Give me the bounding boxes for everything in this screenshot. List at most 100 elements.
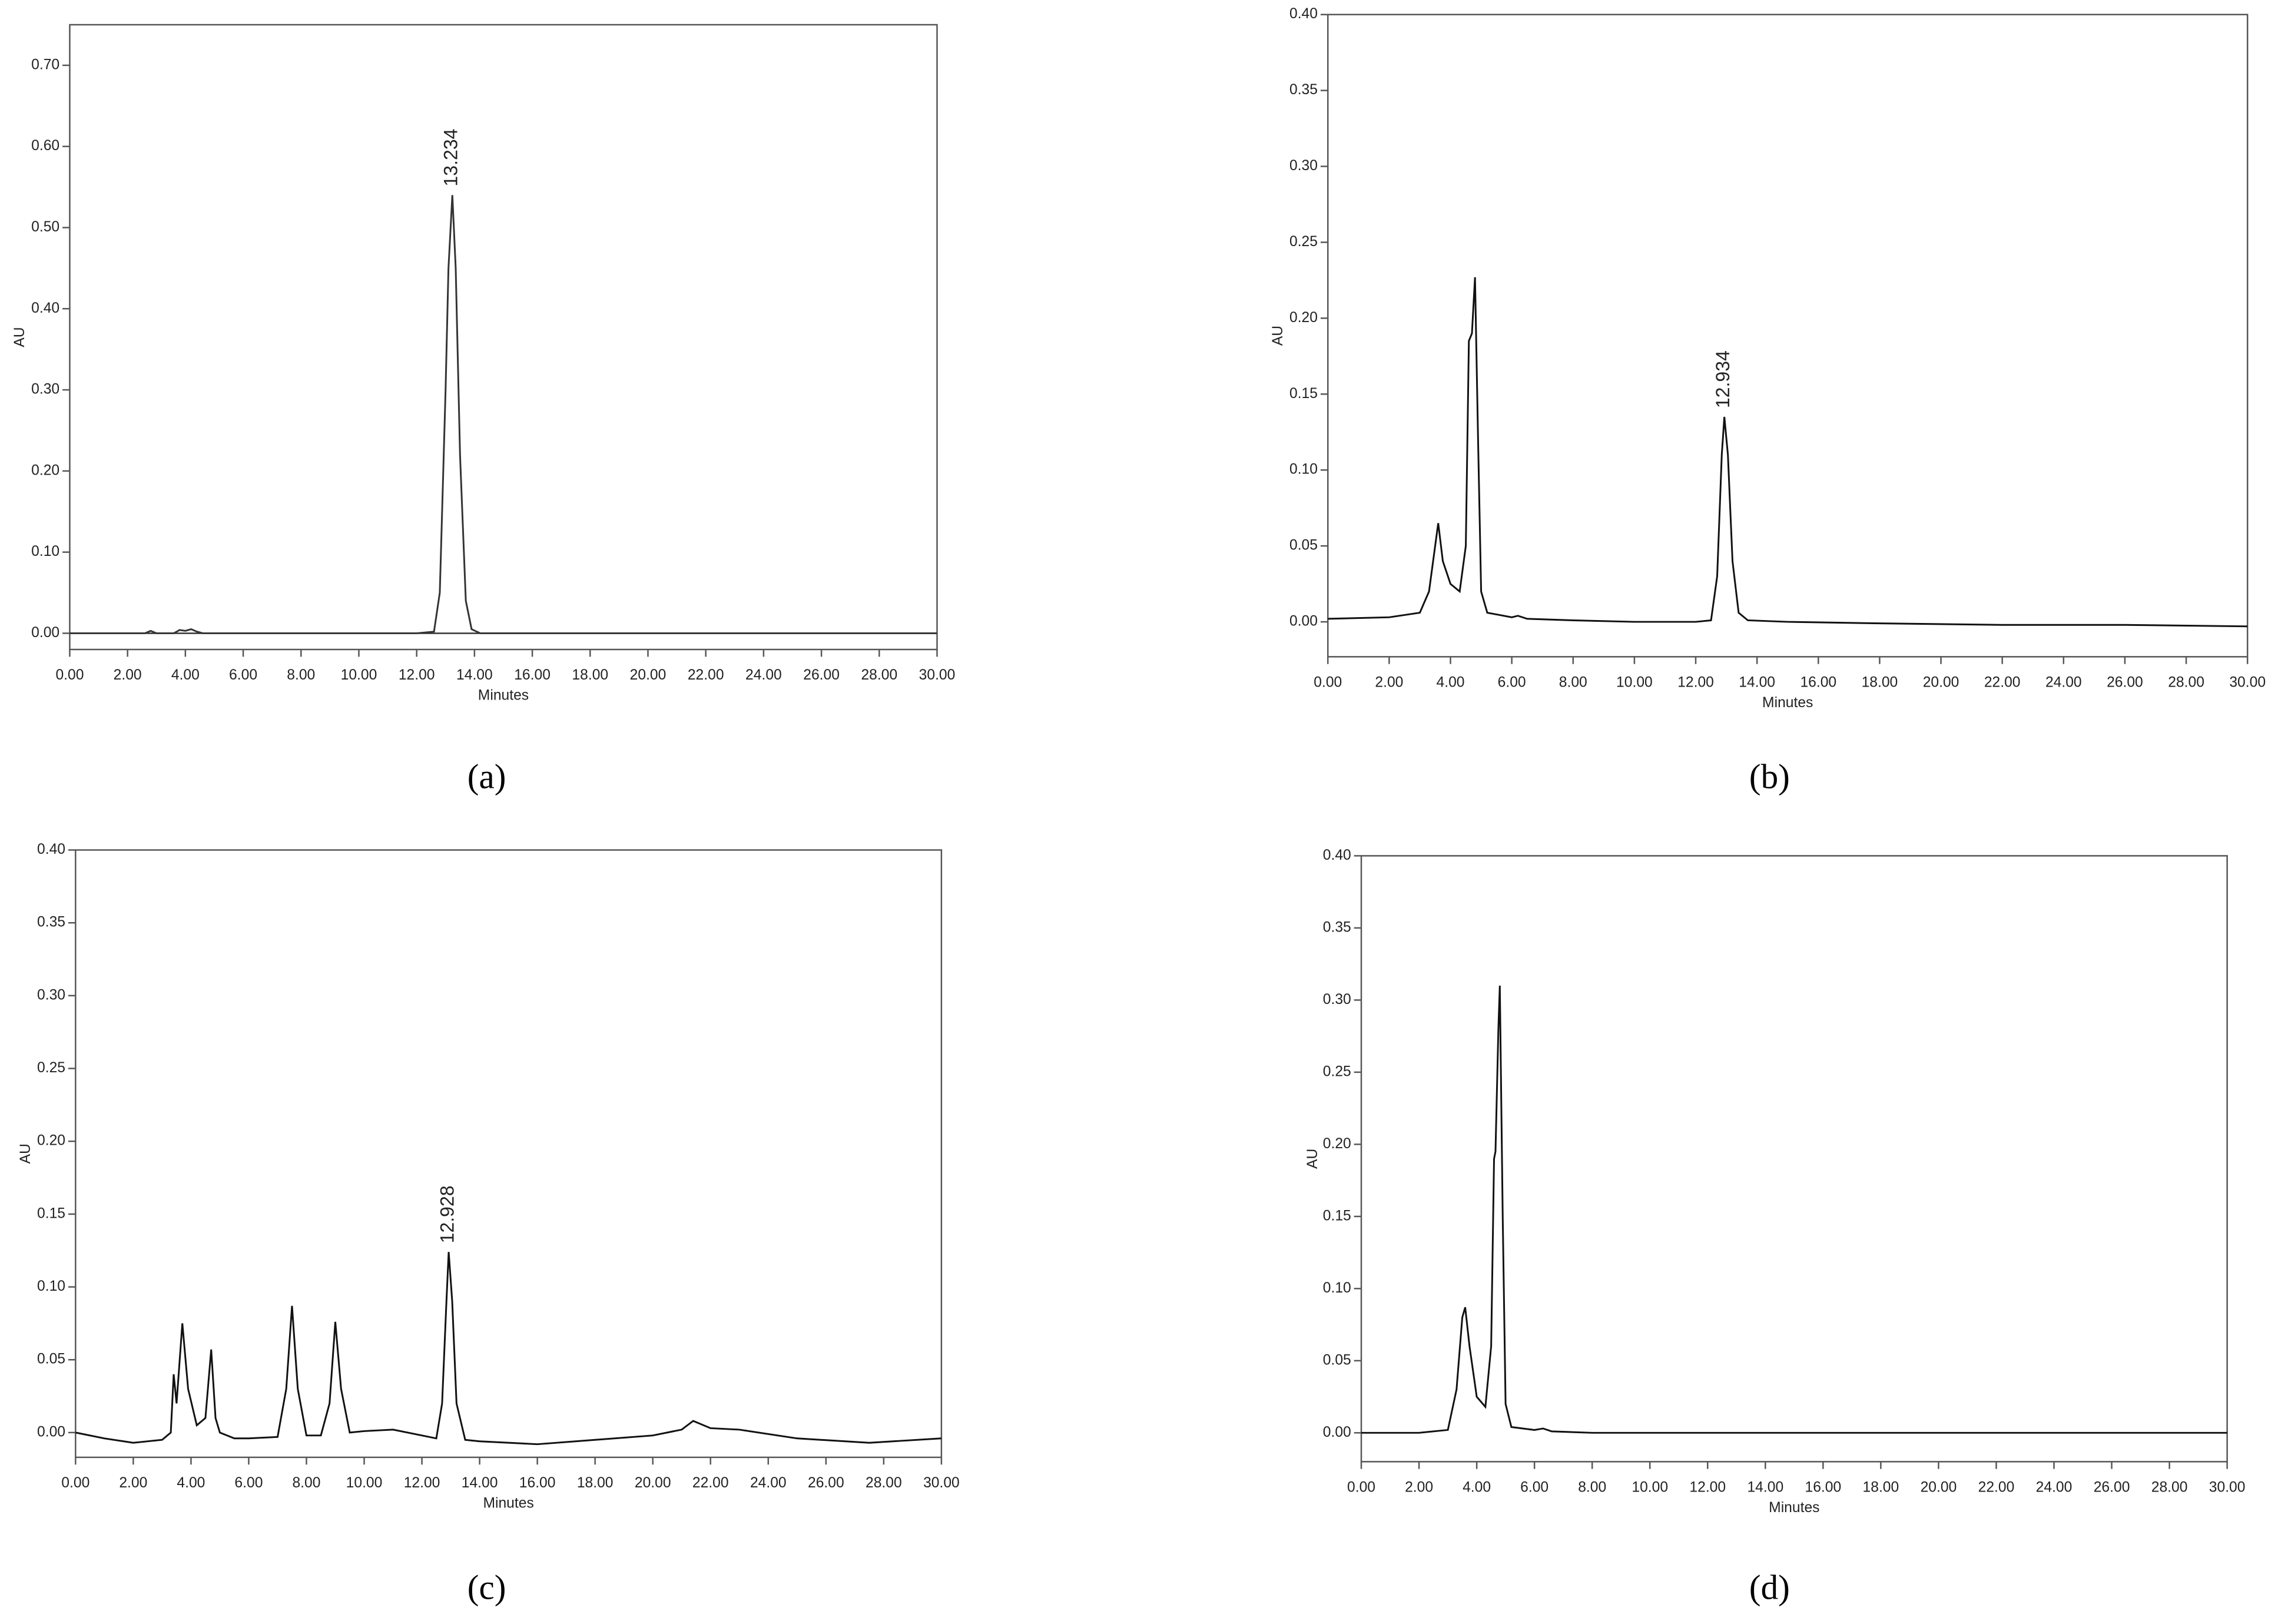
x-tick-label: 10.00 [1632,1479,1668,1495]
y-tick-label: 0.15 [37,1205,65,1221]
x-tick-label: 4.00 [177,1475,205,1491]
x-tick-label: 12.00 [1689,1479,1726,1495]
y-tick-label: 0.10 [31,543,59,559]
y-tick-label: 0.40 [1289,6,1318,22]
y-tick-label: 0.35 [1323,919,1351,935]
panel-label: (c) [467,1568,506,1607]
x-tick-label: 0.00 [61,1475,89,1491]
peak-label: 12.934 [1712,350,1733,408]
x-tick-label: 10.00 [1616,674,1653,690]
chromatogram-line [75,1252,942,1446]
plot-frame [1327,14,2249,658]
x-axis-label: Minutes [478,687,529,703]
y-tick-label: 0.25 [1289,234,1318,250]
x-tick-label: 30.00 [923,1475,960,1491]
y-tick-label: 0.25 [37,1060,65,1076]
x-tick-label: 16.00 [1805,1479,1842,1495]
y-tick-label: 0.40 [37,841,65,857]
x-tick-label: 24.00 [2045,674,2082,690]
x-tick-label: 18.00 [572,667,608,683]
x-tick-label: 0.00 [55,667,84,683]
x-tick-label: 14.00 [1739,674,1775,690]
y-axis-label: AU [1270,326,1286,346]
y-tick-label: 0.30 [31,382,59,397]
x-tick-label: 0.00 [1314,674,1342,690]
x-tick-label: 28.00 [866,1475,902,1491]
y-tick-label: 0.15 [1289,386,1318,402]
y-tick-label: 0.20 [1323,1136,1351,1152]
x-tick-label: 16.00 [1800,674,1836,690]
x-tick-label: 30.00 [919,667,956,683]
x-tick-label: 16.00 [519,1475,556,1491]
y-tick-label: 0.35 [37,914,65,930]
y-tick-label: 0.70 [31,57,59,72]
x-tick-label: 6.00 [229,667,257,683]
y-tick-label: 0.00 [1323,1424,1351,1440]
x-tick-label: 10.00 [346,1475,383,1491]
x-tick-label: 18.00 [1863,1479,1899,1495]
y-tick-label: 0.40 [31,300,59,316]
chromatogram-line [69,195,937,634]
x-tick-label: 16.00 [514,667,551,683]
y-tick-label: 0.10 [1323,1280,1351,1296]
x-tick-label: 28.00 [861,667,897,683]
x-tick-label: 30.00 [2209,1479,2246,1495]
y-tick-label: 0.15 [1323,1208,1351,1224]
x-tick-label: 18.00 [577,1475,614,1491]
x-tick-label: 4.00 [1463,1479,1491,1495]
y-tick-label: 0.30 [37,987,65,1003]
chromatogram-line [1361,985,2227,1434]
x-axis-label: Minutes [483,1495,533,1511]
panel-label: (b) [1749,757,1790,796]
y-tick-label: 0.00 [37,1424,65,1440]
x-tick-label: 2.00 [1405,1479,1433,1495]
x-tick-label: 8.00 [287,667,315,683]
y-tick-label: 0.30 [1323,992,1351,1007]
x-tick-label: 14.00 [462,1475,498,1491]
x-tick-label: 22.00 [1978,1479,2015,1495]
x-tick-label: 24.00 [745,667,782,683]
plot-frame [75,849,943,1459]
x-tick-label: 0.00 [1347,1479,1375,1495]
x-tick-label: 2.00 [119,1475,147,1491]
plot-frame [1360,855,2228,1463]
x-tick-label: 4.00 [171,667,200,683]
y-tick-label: 0.10 [1289,462,1318,478]
y-tick-label: 0.05 [1323,1352,1351,1368]
x-tick-label: 26.00 [2094,1479,2130,1495]
x-tick-label: 22.00 [1984,674,2021,690]
x-tick-label: 12.00 [399,667,435,683]
chromatogram-line [1328,277,2248,628]
x-tick-label: 24.00 [750,1475,787,1491]
x-tick-label: 8.00 [292,1475,320,1491]
y-tick-label: 0.40 [1323,847,1351,863]
x-tick-label: 22.00 [688,667,724,683]
x-tick-label: 22.00 [692,1475,729,1491]
x-tick-label: 20.00 [1921,1479,1957,1495]
x-tick-label: 18.00 [1862,674,1898,690]
y-axis-label: AU [18,1144,34,1164]
x-tick-label: 2.00 [114,667,142,683]
y-tick-label: 0.50 [31,219,59,235]
y-tick-label: 0.05 [37,1351,65,1367]
x-tick-label: 14.00 [456,667,493,683]
y-tick-label: 0.30 [1289,158,1318,174]
x-tick-label: 8.00 [1559,674,1587,690]
x-tick-label: 20.00 [1923,674,1959,690]
y-tick-label: 0.00 [1289,614,1318,629]
peak-label: 13.234 [440,128,462,186]
y-axis-label: AU [1305,1149,1321,1169]
x-tick-label: 14.00 [1747,1479,1783,1495]
y-tick-label: 0.25 [1323,1063,1351,1079]
x-tick-label: 24.00 [2036,1479,2073,1495]
x-tick-label: 26.00 [2107,674,2143,690]
x-tick-label: 20.00 [635,1475,671,1491]
panel-label: (d) [1749,1568,1790,1607]
x-tick-label: 6.00 [1520,1479,1548,1495]
x-tick-label: 28.00 [2168,674,2204,690]
y-tick-label: 0.20 [1289,310,1318,326]
x-axis-label: Minutes [1769,1500,1819,1516]
y-tick-label: 0.20 [37,1133,65,1149]
y-tick-label: 0.05 [1289,538,1318,554]
